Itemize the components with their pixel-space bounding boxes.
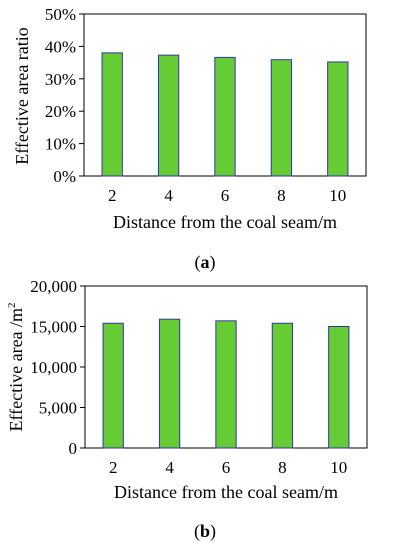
chart-a-x-axis-ticks: 2 4 6 8 10 <box>108 186 346 205</box>
bar <box>101 52 123 177</box>
bar <box>102 322 124 449</box>
x-tick-label: 6 <box>222 458 231 477</box>
x-tick-label: 10 <box>330 458 347 477</box>
x-tick-label: 2 <box>109 458 118 477</box>
chart-a-x-axis-title: Distance from the coal seam/m <box>113 212 337 232</box>
x-tick-label: 4 <box>164 186 173 205</box>
chart-b-x-axis-title: Distance from the coal seam/m <box>114 482 338 502</box>
chart-b-x-axis-ticks: 2 4 6 8 10 <box>109 458 347 477</box>
y-tick-label: 15,000 <box>30 318 77 337</box>
chart-a: 0% 10% 20% 30% 40% 50% 2 4 6 8 10 Distance from t… <box>12 5 367 232</box>
bar <box>157 54 180 177</box>
bar <box>328 326 350 449</box>
bar <box>214 56 236 177</box>
y-tick-label: 50% <box>45 5 76 24</box>
x-tick-label: 8 <box>278 458 287 477</box>
chart-a-y-axis-ticks: 0% 10% 20% 30% 40% 50% <box>45 5 84 186</box>
y-tick-label: 20,000 <box>30 277 77 296</box>
x-tick-label: 10 <box>329 186 346 205</box>
y-tick-label: 30% <box>45 70 76 89</box>
chart-b: 0 5,000 10,000 15,000 20,000 2 4 6 8 10 Distance… <box>6 277 368 502</box>
y-tick-label: 20% <box>45 102 76 121</box>
bar <box>271 322 294 449</box>
bar <box>158 318 181 449</box>
chart-b-bars <box>102 318 350 449</box>
chart-a-y-axis-title: Effective area ratio <box>12 27 32 165</box>
panel-label-a: (a) <box>195 252 216 273</box>
x-tick-label: 6 <box>221 186 230 205</box>
y-tick-label: 0% <box>53 167 76 186</box>
chart-b-y-axis-ticks: 0 5,000 10,000 15,000 20,000 <box>30 277 85 458</box>
y-tick-label: 10,000 <box>30 358 77 377</box>
x-tick-label: 8 <box>277 186 286 205</box>
x-tick-label: 4 <box>165 458 174 477</box>
chart-b-y-axis-title: Effective area /m2 <box>6 302 26 431</box>
chart-a-bars <box>101 52 349 177</box>
y-tick-label: 5,000 <box>39 399 77 418</box>
x-tick-label: 2 <box>108 186 117 205</box>
bar <box>327 61 349 177</box>
bar <box>215 320 237 449</box>
y-tick-label: 40% <box>45 37 76 56</box>
y-tick-label: 0 <box>69 439 78 458</box>
bar <box>270 59 293 177</box>
panel-label-b: (b) <box>194 521 216 542</box>
y-tick-label: 10% <box>45 135 76 154</box>
